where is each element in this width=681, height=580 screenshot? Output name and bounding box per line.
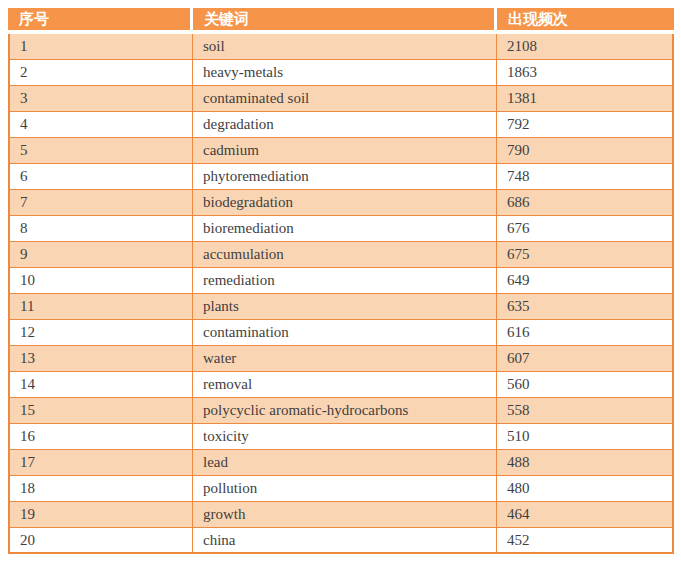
cell-index: 19 xyxy=(8,502,193,528)
cell-keyword: contamination xyxy=(193,320,497,346)
table-row: 15polycyclic aromatic-hydrocarbons558 xyxy=(8,398,674,424)
table-row: 2heavy-metals1863 xyxy=(8,60,674,86)
cell-keyword: remediation xyxy=(193,268,497,294)
cell-frequency: 452 xyxy=(497,528,674,554)
cell-index: 18 xyxy=(8,476,193,502)
table-row: 3contaminated soil1381 xyxy=(8,86,674,112)
cell-keyword: polycyclic aromatic-hydrocarbons xyxy=(193,398,497,424)
table-row: 16toxicity510 xyxy=(8,424,674,450)
cell-frequency: 1863 xyxy=(497,60,674,86)
cell-frequency: 480 xyxy=(497,476,674,502)
cell-frequency: 510 xyxy=(497,424,674,450)
cell-index: 8 xyxy=(8,216,193,242)
cell-index: 17 xyxy=(8,450,193,476)
table-row: 9accumulation675 xyxy=(8,242,674,268)
table-row: 1soil2108 xyxy=(8,34,674,60)
table-row: 12contamination616 xyxy=(8,320,674,346)
cell-frequency: 607 xyxy=(497,346,674,372)
cell-index: 20 xyxy=(8,528,193,554)
table-header-row: 序号 关键词 出现频次 xyxy=(8,8,674,34)
cell-index: 10 xyxy=(8,268,193,294)
table-body: 1soil21082heavy-metals18633contaminated … xyxy=(8,34,674,554)
cell-frequency: 792 xyxy=(497,112,674,138)
cell-index: 11 xyxy=(8,294,193,320)
cell-frequency: 1381 xyxy=(497,86,674,112)
cell-frequency: 558 xyxy=(497,398,674,424)
cell-frequency: 2108 xyxy=(497,34,674,60)
cell-keyword: bioremediation xyxy=(193,216,497,242)
cell-frequency: 686 xyxy=(497,190,674,216)
table-row: 7biodegradation686 xyxy=(8,190,674,216)
keyword-frequency-table: 序号 关键词 出现频次 1soil21082heavy-metals18633c… xyxy=(8,8,674,554)
col-header-index: 序号 xyxy=(8,8,193,34)
table-row: 18pollution480 xyxy=(8,476,674,502)
cell-index: 1 xyxy=(8,34,193,60)
cell-keyword: contaminated soil xyxy=(193,86,497,112)
cell-index: 13 xyxy=(8,346,193,372)
cell-index: 9 xyxy=(8,242,193,268)
table-row: 5cadmium790 xyxy=(8,138,674,164)
cell-keyword: growth xyxy=(193,502,497,528)
table-row: 14removal560 xyxy=(8,372,674,398)
cell-keyword: china xyxy=(193,528,497,554)
table-row: 20china452 xyxy=(8,528,674,554)
table-row: 13water607 xyxy=(8,346,674,372)
table-row: 4degradation792 xyxy=(8,112,674,138)
table-row: 11plants635 xyxy=(8,294,674,320)
table-row: 10remediation649 xyxy=(8,268,674,294)
cell-keyword: removal xyxy=(193,372,497,398)
col-header-keyword: 关键词 xyxy=(193,8,497,34)
cell-index: 4 xyxy=(8,112,193,138)
table-row: 8bioremediation676 xyxy=(8,216,674,242)
cell-keyword: cadmium xyxy=(193,138,497,164)
cell-frequency: 488 xyxy=(497,450,674,476)
cell-frequency: 748 xyxy=(497,164,674,190)
cell-keyword: lead xyxy=(193,450,497,476)
cell-index: 6 xyxy=(8,164,193,190)
cell-index: 16 xyxy=(8,424,193,450)
cell-keyword: pollution xyxy=(193,476,497,502)
cell-keyword: degradation xyxy=(193,112,497,138)
cell-frequency: 560 xyxy=(497,372,674,398)
cell-index: 5 xyxy=(8,138,193,164)
cell-keyword: biodegradation xyxy=(193,190,497,216)
cell-frequency: 635 xyxy=(497,294,674,320)
cell-keyword: phytoremediation xyxy=(193,164,497,190)
cell-index: 14 xyxy=(8,372,193,398)
cell-keyword: plants xyxy=(193,294,497,320)
cell-frequency: 790 xyxy=(497,138,674,164)
table-row: 19growth464 xyxy=(8,502,674,528)
table-row: 6phytoremediation748 xyxy=(8,164,674,190)
cell-index: 3 xyxy=(8,86,193,112)
cell-index: 12 xyxy=(8,320,193,346)
col-header-frequency: 出现频次 xyxy=(497,8,674,34)
cell-keyword: soil xyxy=(193,34,497,60)
cell-keyword: accumulation xyxy=(193,242,497,268)
cell-frequency: 616 xyxy=(497,320,674,346)
cell-keyword: water xyxy=(193,346,497,372)
cell-frequency: 676 xyxy=(497,216,674,242)
table-row: 17lead488 xyxy=(8,450,674,476)
cell-frequency: 649 xyxy=(497,268,674,294)
cell-frequency: 464 xyxy=(497,502,674,528)
cell-index: 7 xyxy=(8,190,193,216)
cell-keyword: toxicity xyxy=(193,424,497,450)
cell-frequency: 675 xyxy=(497,242,674,268)
cell-keyword: heavy-metals xyxy=(193,60,497,86)
cell-index: 15 xyxy=(8,398,193,424)
cell-index: 2 xyxy=(8,60,193,86)
